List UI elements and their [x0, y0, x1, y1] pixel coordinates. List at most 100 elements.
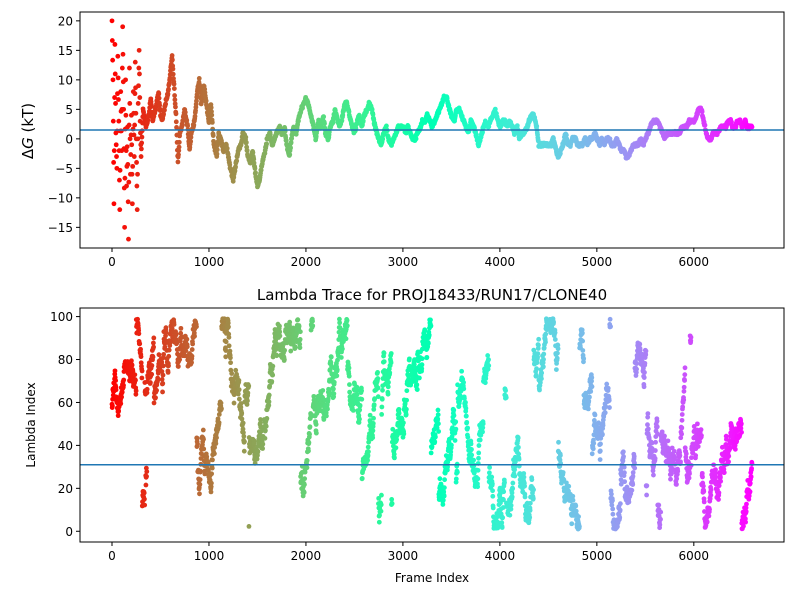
lambda-point — [139, 375, 145, 381]
delta-g-point — [480, 129, 485, 135]
delta-g-point — [322, 121, 327, 127]
delta-g-point — [117, 207, 123, 213]
delta-g-point — [492, 106, 498, 112]
lambda-point — [552, 330, 558, 336]
lambda-point — [301, 490, 307, 495]
lambda-point — [608, 324, 613, 329]
lambda-point — [441, 493, 447, 499]
lambda-point — [379, 404, 385, 410]
lambda-point — [324, 413, 329, 419]
lambda-point — [643, 348, 649, 354]
delta-g-point — [157, 102, 163, 108]
lambda-point — [129, 362, 135, 368]
lambda-point — [245, 390, 251, 396]
lambda-point — [600, 431, 605, 437]
delta-g-point — [139, 128, 145, 134]
lambda-point — [219, 406, 224, 412]
lambda-point — [189, 353, 195, 359]
delta-g-point — [137, 71, 142, 77]
lambda-point — [617, 507, 623, 513]
lambda-point — [149, 363, 155, 368]
delta-g-point — [113, 142, 119, 148]
delta-g-plot-frame — [79, 11, 785, 249]
x-tick-label: 1000 — [194, 255, 225, 269]
delta-g-point — [109, 38, 115, 43]
delta-g-point — [253, 170, 258, 176]
delta-g-point — [116, 118, 122, 124]
lambda-point — [454, 469, 460, 475]
lambda-point — [295, 317, 301, 323]
lambda-point — [379, 396, 385, 402]
lambda-point — [476, 443, 482, 448]
delta-g-point — [125, 199, 131, 205]
lambda-point — [681, 388, 687, 394]
lambda-point — [166, 363, 171, 369]
lambda-point — [533, 372, 539, 378]
lambda-point — [138, 360, 144, 366]
delta-g-point — [176, 148, 182, 154]
delta-g-point — [210, 126, 216, 132]
delta-g-point — [139, 134, 145, 140]
lambda-point — [297, 329, 303, 335]
lambda-point — [621, 454, 626, 459]
delta-g-point — [163, 101, 169, 107]
lambda-point — [536, 336, 542, 342]
lambda-point — [539, 376, 544, 382]
lambda-point — [388, 351, 394, 356]
lambda-point — [522, 483, 527, 489]
lambda-point — [116, 408, 122, 414]
delta-g-point — [127, 136, 133, 142]
lambda-point — [396, 410, 402, 416]
lambda-point — [144, 474, 149, 479]
lambda-point — [159, 359, 165, 365]
delta-g-point — [194, 98, 199, 104]
lambda-point — [662, 433, 667, 439]
delta-g-point — [129, 171, 135, 177]
lambda-point — [166, 353, 172, 359]
lambda-point — [153, 395, 158, 401]
delta-g-point — [380, 136, 386, 142]
lambda-point — [641, 384, 647, 390]
lambda-point — [386, 379, 391, 385]
lambda-point — [435, 412, 441, 418]
lambda-point — [570, 497, 576, 503]
lambda-point — [468, 441, 474, 447]
lambda-point — [130, 368, 136, 374]
lambda-point — [313, 422, 319, 427]
lambda-point — [553, 367, 559, 372]
lambda-point — [654, 418, 660, 424]
lambda-point — [313, 430, 319, 436]
lambda-point — [486, 363, 492, 369]
delta-g-point — [145, 117, 151, 123]
delta-g-point — [115, 75, 121, 81]
lambda-point — [302, 482, 307, 487]
delta-g-point — [110, 77, 116, 83]
lambda-point — [129, 358, 134, 364]
delta-g-point — [120, 24, 126, 30]
delta-g-point — [264, 141, 269, 147]
lambda-point — [347, 382, 352, 387]
lambda-point — [357, 416, 362, 422]
lambda-point — [378, 502, 384, 508]
delta-g-point — [110, 118, 116, 124]
lambda-point — [503, 395, 509, 401]
delta-g-point — [124, 144, 130, 150]
delta-g-point — [115, 53, 121, 59]
lambda-point — [645, 426, 651, 432]
lambda-point — [165, 370, 171, 375]
lambda-point — [307, 431, 312, 437]
lambda-point — [489, 481, 495, 487]
delta-g-point — [369, 107, 375, 112]
x-tick-label: 5000 — [582, 255, 613, 269]
lambda-point — [189, 347, 195, 352]
lambda-point — [239, 416, 245, 422]
lambda-point — [632, 465, 638, 471]
delta-g-point — [172, 93, 178, 98]
delta-g-point — [126, 236, 131, 242]
delta-g-point — [208, 105, 214, 110]
lambda-point — [674, 476, 680, 482]
y-tick-label: 10 — [58, 73, 73, 87]
lambda-point — [552, 337, 558, 342]
lambda-point — [508, 503, 514, 508]
lambda-point — [171, 322, 177, 327]
